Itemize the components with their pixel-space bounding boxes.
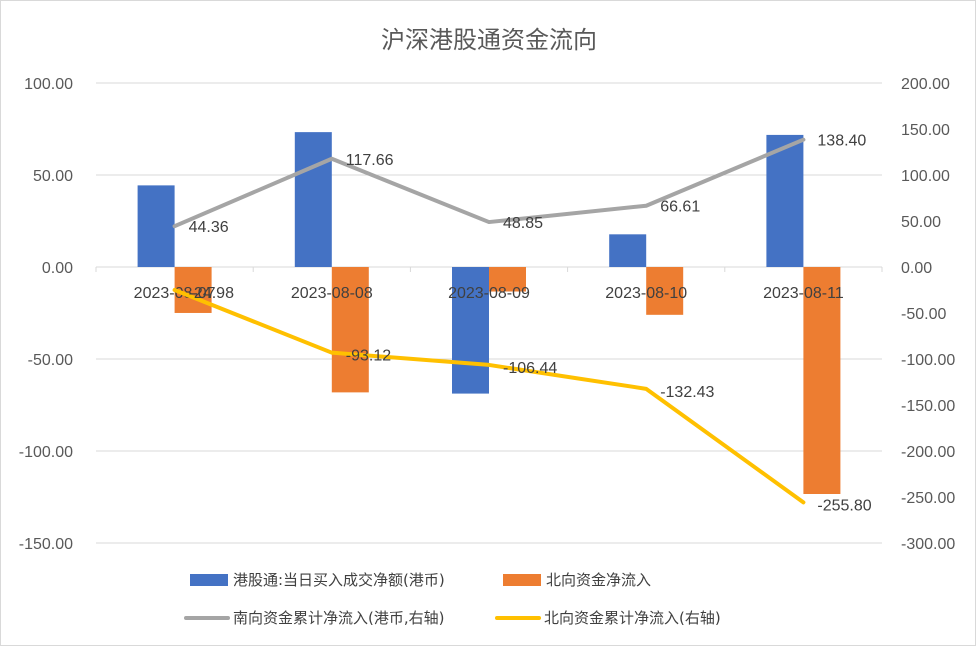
bar [174, 267, 212, 313]
bar [452, 267, 489, 394]
legend-item: 港股通:当日买入成交净额(港币) [190, 571, 445, 589]
legend-item: 北向资金净流入 [503, 571, 651, 589]
bar [331, 267, 369, 393]
legend-label: 港股通:当日买入成交净额(港币) [233, 571, 445, 589]
right-tick-label: 50.00 [901, 214, 941, 231]
left-tick-label: -100.00 [19, 444, 73, 461]
data-labels: 44.36 117.66 48.85 66.61 138.40 -24.98 -93.12 -… [189, 133, 872, 515]
data-label: -255.80 [817, 497, 871, 514]
bar [137, 185, 175, 267]
legend-label: 北向资金累计净流入(右轴) [544, 609, 721, 627]
legend-swatch [190, 574, 228, 586]
right-tick-label: 200.00 [901, 76, 950, 93]
line-point [331, 352, 333, 354]
x-axis: 2023-08-07 2023-08-08 2023-08-09 2023-08-10… [134, 285, 844, 302]
bar [489, 267, 526, 292]
legend-item: 北向资金累计净流入(右轴) [495, 609, 721, 627]
data-label: -24.98 [189, 285, 234, 302]
right-tick-label: -300.00 [901, 536, 955, 553]
line-point [174, 289, 176, 291]
legend-label: 南向资金累计净流入(港币,右轴) [233, 609, 444, 627]
right-tick-label: -200.00 [901, 444, 955, 461]
category-label: 2023-08-09 [448, 285, 530, 302]
left-axis: 100.00 50.00 0.00 -50.00 -100.00 -150.00 [19, 76, 73, 553]
right-axis: 200.00 150.00 100.00 50.00 0.00 -50.00 -100.00… [901, 76, 955, 553]
line-series [172, 137, 806, 505]
bar [294, 132, 332, 267]
left-tick-label: 0.00 [42, 260, 73, 277]
data-label: 138.40 [817, 133, 866, 150]
bar [766, 134, 804, 267]
line-point [802, 501, 804, 503]
series-line [172, 137, 806, 229]
category-label: 2023-08-10 [605, 285, 687, 302]
data-label: -132.43 [660, 384, 714, 401]
category-label: 2023-08-11 [763, 285, 844, 302]
data-label: 44.36 [189, 219, 229, 236]
left-tick-label: 100.00 [24, 76, 73, 93]
right-tick-label: 150.00 [901, 122, 950, 139]
left-tick-label: -150.00 [19, 536, 73, 553]
right-tick-label: 100.00 [901, 168, 950, 185]
bar [803, 267, 841, 495]
data-label: 48.85 [503, 215, 543, 232]
right-tick-label: -150.00 [901, 398, 955, 415]
line-point [488, 221, 490, 223]
line-point [331, 158, 333, 160]
bar [609, 234, 647, 267]
legend-label: 北向资金净流入 [546, 571, 651, 589]
line-point [802, 139, 804, 141]
line-point [645, 205, 647, 207]
bar [646, 267, 684, 315]
left-tick-label: 50.00 [33, 168, 73, 185]
right-tick-label: 0.00 [901, 260, 932, 277]
right-tick-label: -50.00 [901, 306, 946, 323]
legend-item: 南向资金累计净流入(港币,右轴) [184, 609, 444, 627]
line-point [174, 225, 176, 227]
data-label: 66.61 [660, 199, 700, 216]
right-tick-label: -100.00 [901, 352, 955, 369]
data-label: -93.12 [346, 348, 391, 365]
bar-series [137, 132, 841, 495]
legend-swatch [503, 574, 541, 586]
data-label: -106.44 [503, 360, 557, 377]
line-point [645, 388, 647, 390]
left-tick-label: -50.00 [28, 352, 73, 369]
data-label: 117.66 [346, 152, 394, 169]
category-label: 2023-08-08 [291, 285, 373, 302]
chart-title: 沪深港股通资金流向 [381, 26, 597, 54]
line-point [488, 364, 490, 366]
right-tick-label: -250.00 [901, 490, 955, 507]
